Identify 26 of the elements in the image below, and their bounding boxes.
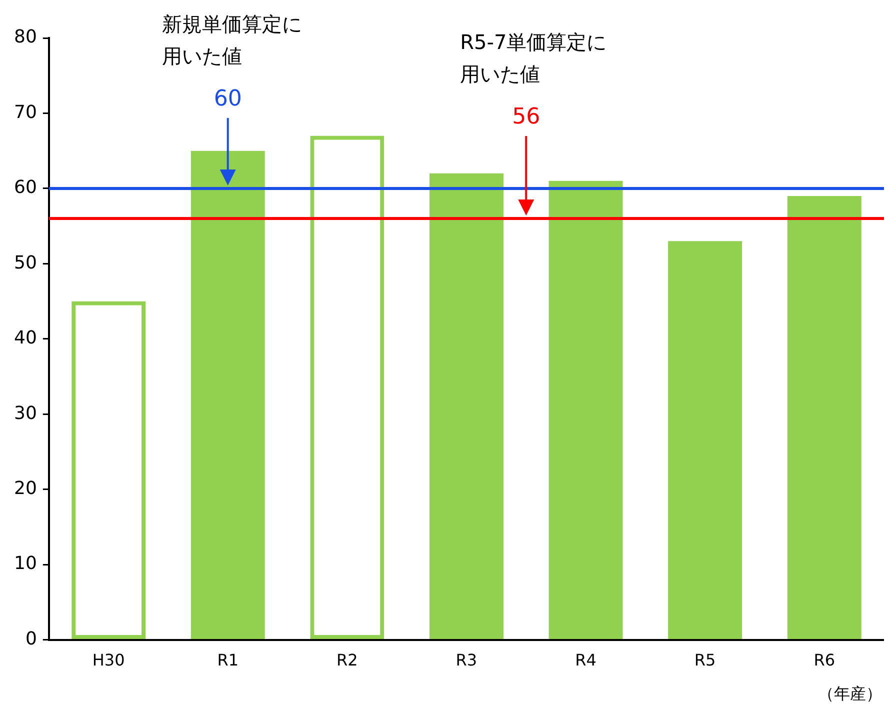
bar [787,196,862,640]
y-tick-label: 40 [14,328,37,349]
x-tick-label: R2 [336,650,358,670]
ref-line-label: 60 [214,86,242,112]
x-tick-label: R4 [575,650,596,670]
y-tick-label: 30 [14,402,37,424]
y-tick-label: 0 [25,628,37,650]
x-axis-title: （年産） [818,684,882,704]
bar [668,241,742,640]
y-tick-label: 10 [14,553,37,574]
x-tick-label: R5 [694,650,716,670]
y-tick-label: 70 [14,102,37,123]
annotation: R5-7単価算定に用いた値 [460,30,607,86]
x-tick-label: R1 [217,650,238,670]
y-tick-label: 80 [14,26,37,48]
y-tick-label: 20 [14,478,37,500]
x-tick-label: H30 [92,650,125,670]
y-tick-label: 50 [14,252,37,274]
ref-line-label: 56 [512,104,540,130]
y-tick-label: 60 [14,177,37,198]
bar [429,173,504,640]
bar [548,180,623,640]
x-tick-label: R6 [814,650,835,670]
annotation: 新規単価算定に用いた値 [162,12,302,68]
bar [190,150,265,640]
x-tick-label: R3 [456,650,478,670]
